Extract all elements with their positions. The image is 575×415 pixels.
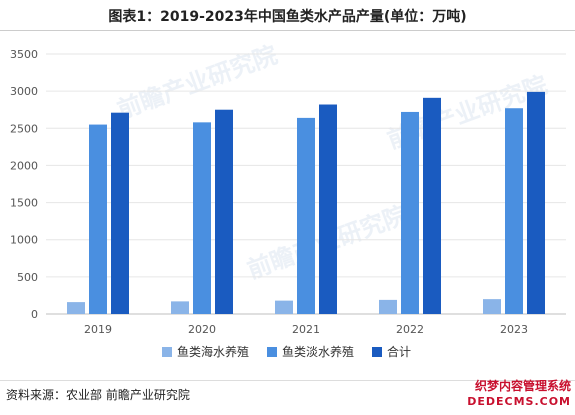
watermark-line1: 织梦内容管理系统 [474,379,571,393]
x-tick-label-2020: 2020 [188,323,216,336]
legend-swatch-1 [267,347,277,357]
bar-2022-series-1 [401,111,419,314]
x-tick-label-2021: 2021 [292,323,320,336]
y-axis: 0 500 1000 1500 2000 2500 3000 3500 [10,48,38,321]
y-tick-label-2500: 2500 [10,122,38,135]
legend-label-0: 鱼类海水养殖 [177,344,249,359]
x-tick-label-2019: 2019 [84,323,112,336]
legend-swatch-2 [372,347,382,357]
bar-2019-series-2 [111,112,129,314]
source-note: 资料来源：农业部 前瞻产业研究院 [6,388,190,402]
y-tick-label-500: 500 [17,271,38,284]
x-tick-label-2022: 2022 [396,323,424,336]
bars [67,91,545,314]
y-tick-label-0: 0 [31,308,38,321]
bar-2023-series-2 [527,91,545,314]
title-divider [0,30,575,31]
watermark-line2: DEDECMS.COM [467,395,571,408]
legend: 鱼类海水养殖 鱼类淡水养殖 合计 [162,344,411,359]
watermark-brand-0: 前瞻产业研究院 [114,41,281,125]
legend-swatch-0 [162,347,172,357]
legend-label-2: 合计 [387,344,411,359]
bar-2021-series-1 [297,117,315,314]
bar-2020-series-0 [171,301,189,314]
footer-divider [0,380,575,381]
y-tick-label-3500: 3500 [10,48,38,61]
bar-2022-series-2 [423,97,441,314]
bar-2021-series-0 [275,300,293,314]
y-tick-label-2000: 2000 [10,159,38,172]
legend-label-1: 鱼类淡水养殖 [282,344,354,359]
bar-2019-series-0 [67,302,85,314]
bar-2020-series-1 [193,122,211,314]
bar-2022-series-0 [379,299,397,314]
y-tick-label-3000: 3000 [10,85,38,98]
x-tick-label-2023: 2023 [500,323,528,336]
bar-2023-series-1 [505,108,523,314]
chart-title: 图表1：2019-2023年中国鱼类水产品产量(单位：万吨) [108,9,467,25]
y-tick-label-1000: 1000 [10,234,38,247]
watermark-text: 织梦内容管理系统 DEDECMS.COM [467,378,571,410]
bar-2021-series-2 [319,104,337,314]
x-axis: 2019 2020 2021 2022 2023 [84,323,528,336]
bar-2023-series-0 [483,299,501,314]
y-tick-label-1500: 1500 [10,197,38,210]
bar-2019-series-1 [89,124,107,314]
bar-2020-series-2 [215,109,233,314]
